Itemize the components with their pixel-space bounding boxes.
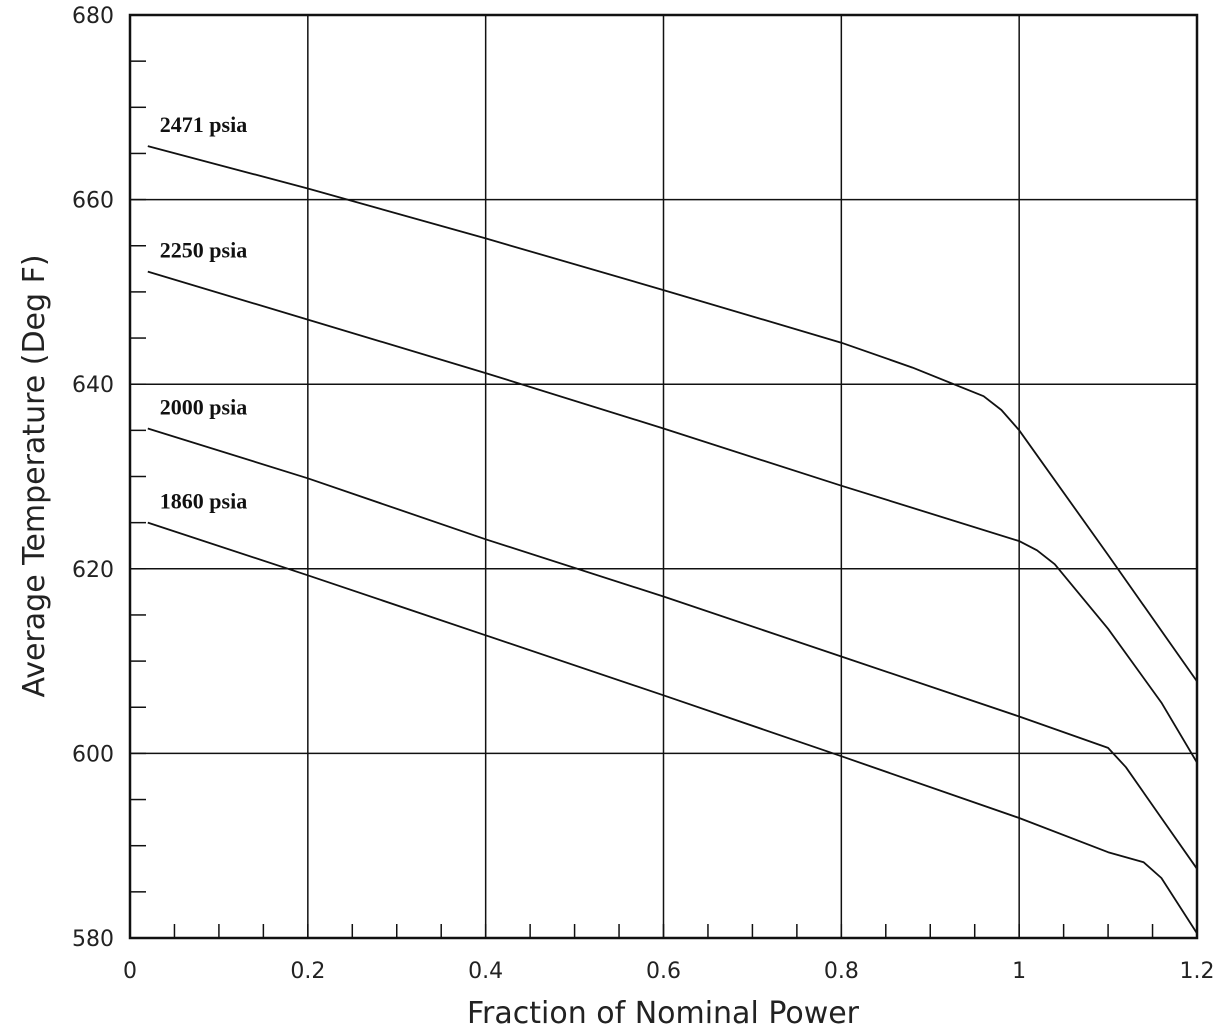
x-tick-label: 0 (123, 959, 137, 984)
y-tick-label: 680 (72, 4, 114, 29)
series-label-3: 1860 psia (160, 489, 247, 514)
x-tick-label: 0.6 (646, 959, 681, 984)
series-label-0: 2471 psia (160, 112, 247, 137)
series-line-2 (147, 427, 1198, 870)
series-lines (147, 145, 1198, 934)
minor-ticks (129, 14, 1198, 939)
series-label-2: 2000 psia (160, 395, 247, 420)
plot-frame (128, 13, 1199, 940)
y-tick-label: 600 (72, 742, 114, 767)
series-line-1 (147, 270, 1198, 764)
grid (130, 15, 1197, 938)
tick-labels: 0 0.2 0.4 0.6 0.8 1 1.2 580 600 620 640 660 680 (72, 4, 1215, 984)
y-axis-title: Average Temperature (Deg F) (17, 254, 52, 697)
x-axis-title: Fraction of Nominal Power (467, 996, 860, 1030)
x-tick-label: 0.4 (468, 959, 503, 984)
series-labels: 2471 psia 2250 psia 2000 psia 1860 psia (160, 112, 247, 514)
x-tick-label: 0.8 (824, 959, 859, 984)
series-line-3 (147, 521, 1198, 934)
y-tick-label: 640 (72, 373, 114, 398)
x-tick-label: 1.2 (1180, 959, 1215, 984)
x-tick-label: 1 (1012, 959, 1026, 984)
y-tick-label: 660 (72, 189, 114, 214)
y-tick-label: 620 (72, 558, 114, 583)
series-line-0 (147, 145, 1198, 682)
y-tick-label: 580 (72, 927, 114, 952)
x-tick-label: 0.2 (290, 959, 325, 984)
series-label-1: 2250 psia (160, 238, 247, 263)
